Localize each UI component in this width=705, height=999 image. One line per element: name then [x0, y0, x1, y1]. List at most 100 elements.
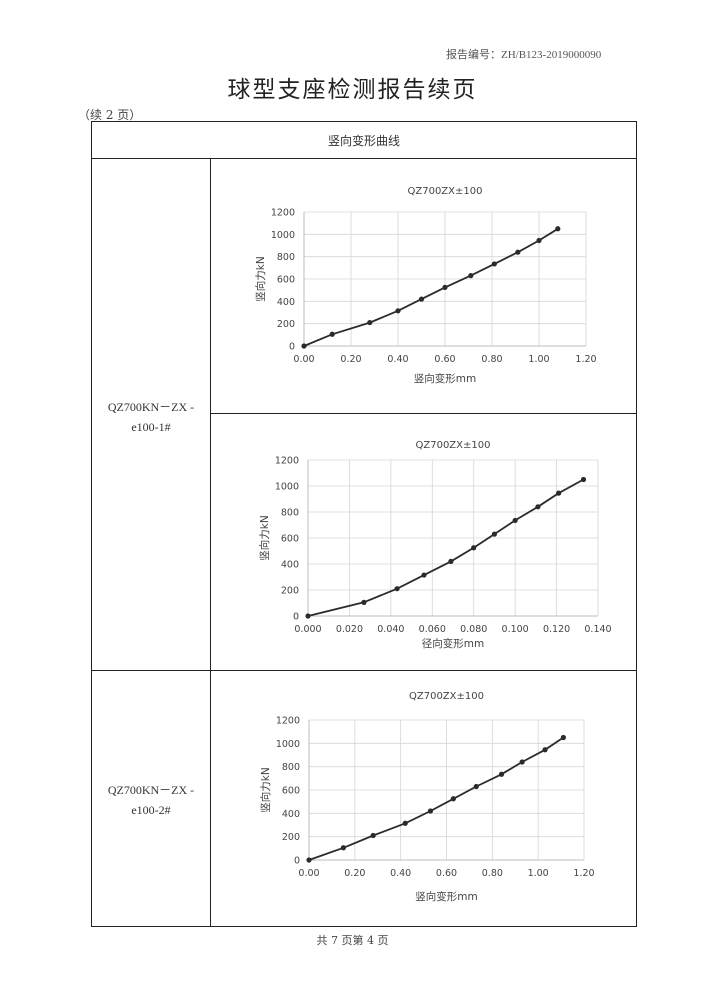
chart-radial-deformation-1: QZ700ZX±100 0 200 400 600 800 1000 1200 0.000 0.0…: [258, 440, 612, 650]
x-tick-label: 1.00: [528, 354, 549, 365]
x-tick-label: 0.60: [434, 354, 455, 365]
y-axis-label: 竖向力kN: [254, 256, 267, 301]
data-point: [395, 308, 401, 314]
data-point: [305, 613, 311, 619]
x-axis-label: 竖向变形mm: [415, 890, 477, 903]
data-point: [473, 783, 479, 790]
x-tick-label: 0.040: [377, 624, 404, 635]
y-tick-label: 200: [277, 319, 295, 330]
y-tick-label: 0: [294, 856, 300, 867]
data-point: [471, 545, 477, 551]
data-point: [491, 261, 497, 267]
y-tick-label: 1200: [275, 456, 299, 467]
x-tick-label: 0.080: [460, 624, 487, 635]
sample-label-1-line1: QZ700KN－ZX -: [107, 400, 195, 414]
x-tick-label: 0.00: [293, 354, 314, 365]
data-point: [329, 331, 335, 337]
page-footer: 共 7 页第 4 页: [316, 934, 389, 947]
data-point: [580, 476, 587, 483]
y-tick-label: 200: [282, 832, 300, 843]
data-point: [515, 249, 521, 255]
x-tick-label: 0.60: [436, 868, 457, 879]
sample-label-2: QZ700KN－ZX - e100-2#: [92, 780, 210, 820]
chart-vertical-deformation-2: QZ700ZX±100 0 200 400 600 800 1000 1200 0.00 0.20…: [259, 691, 595, 903]
data-point: [535, 504, 541, 510]
data-point: [442, 284, 448, 290]
y-axis-label: 竖向力kN: [258, 515, 271, 560]
sample-label-1: QZ700KN－ZX - e100-1#: [92, 397, 210, 437]
sample-label-2-line2: e100-2#: [131, 803, 171, 817]
page-title: 球型支座检测报告续页: [227, 77, 478, 103]
table-divider-sample: [91, 670, 637, 671]
report-table: [91, 121, 637, 927]
y-tick-label: 800: [282, 762, 300, 773]
x-tick-label: 0.80: [481, 354, 502, 365]
series-line: [308, 736, 564, 861]
x-tick-label: 0.40: [390, 868, 411, 879]
x-tick-label: 0.020: [336, 624, 363, 635]
y-tick-label: 800: [281, 508, 299, 519]
data-point: [402, 820, 408, 826]
y-tick-label: 1000: [276, 739, 300, 750]
x-tick-label: 0.00: [298, 868, 319, 879]
data-point: [301, 343, 307, 349]
data-point: [448, 558, 454, 564]
data-point: [306, 857, 312, 863]
y-tick-label: 600: [277, 275, 295, 286]
y-tick-label: 1200: [276, 716, 300, 727]
y-tick-label: 0: [293, 612, 299, 623]
sample-label-2-line1: QZ700KN－ZX -: [107, 783, 195, 797]
y-tick-label: 400: [282, 809, 300, 820]
chart-title: QZ700ZX±100: [416, 440, 491, 451]
data-point: [370, 832, 376, 839]
sample-label-1-line2: e100-1#: [131, 420, 171, 434]
table-divider-chart: [210, 413, 637, 414]
data-point: [536, 237, 542, 244]
data-point: [361, 599, 367, 605]
data-point: [427, 808, 434, 814]
x-tick-label: 0.060: [419, 624, 446, 635]
data-point: [542, 747, 548, 753]
data-point: [367, 319, 373, 326]
data-point: [512, 517, 518, 524]
x-tick-label: 1.20: [573, 868, 594, 879]
series-line: [303, 228, 559, 347]
y-tick-label: 600: [281, 534, 299, 545]
x-axis-label: 径向变形mm: [422, 637, 484, 650]
y-tick-label: 1200: [271, 208, 295, 219]
x-tick-label: 0.20: [340, 354, 361, 365]
chart-title: QZ700ZX±100: [409, 691, 484, 702]
report-number: 报告编号：ZH/B123-2019000090: [446, 49, 602, 61]
x-tick-label: 0.120: [543, 624, 570, 635]
y-axis-label: 竖向力kN: [259, 767, 272, 812]
x-tick-label: 0.140: [584, 624, 611, 635]
chart-title: QZ700ZX±100: [408, 186, 483, 197]
y-tick-label: 800: [277, 252, 295, 263]
y-tick-label: 400: [277, 297, 295, 308]
data-point: [340, 845, 346, 851]
data-point: [498, 771, 505, 777]
section-title: 竖向变形曲线: [327, 134, 400, 148]
x-tick-label: 0.40: [387, 354, 408, 365]
x-tick-label: 0.000: [294, 624, 321, 635]
table-divider-header: [91, 158, 637, 159]
data-point: [394, 586, 400, 592]
y-tick-label: 600: [282, 786, 300, 797]
y-tick-label: 0: [289, 342, 295, 353]
data-point: [491, 531, 498, 537]
data-point: [468, 273, 474, 279]
continued-page-note: （续 2 页）: [78, 108, 142, 122]
y-tick-label: 1000: [271, 230, 295, 241]
table-divider-column: [210, 158, 211, 926]
x-tick-label: 0.100: [502, 624, 529, 635]
chart-vertical-deformation-1: QZ700ZX±100 0 200 400 600 800 1000 1200 0.00 0.20…: [254, 186, 597, 385]
data-point: [421, 572, 427, 578]
y-tick-label: 1000: [275, 482, 299, 493]
data-point: [555, 226, 561, 232]
x-tick-label: 0.80: [482, 868, 503, 879]
data-point: [519, 759, 525, 765]
y-tick-label: 400: [281, 560, 299, 571]
x-axis-label: 竖向变形mm: [414, 372, 476, 385]
data-point: [556, 490, 562, 496]
x-tick-label: 1.00: [528, 868, 549, 879]
